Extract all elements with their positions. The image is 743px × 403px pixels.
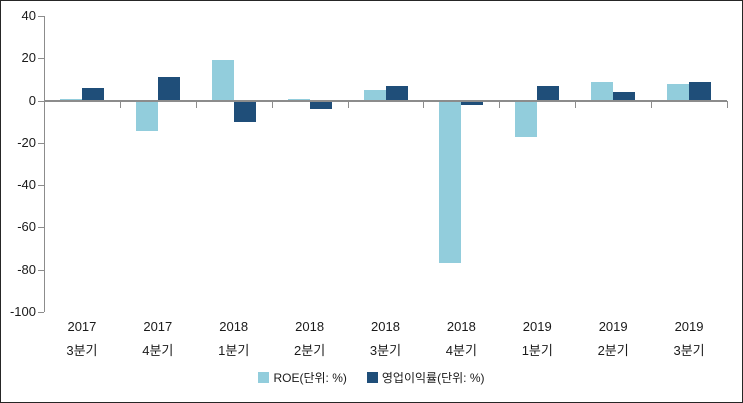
y-axis-tick-label: -60 [17, 219, 36, 235]
y-axis-tick-label: 0 [28, 92, 36, 108]
legend-item-operating-margin: 영업이익률(단위: %) [366, 369, 485, 386]
bar-series0-cat4 [363, 89, 386, 101]
x-axis-label-year: 2018 [446, 319, 476, 334]
x-axis-tick [347, 100, 349, 108]
bar-series0-cat2 [211, 59, 234, 101]
bar-series1-cat7 [613, 91, 636, 101]
bar-series1-cat8 [689, 81, 712, 101]
x-axis-zero-line [44, 99, 727, 102]
y-axis-tick-label: -40 [17, 177, 36, 193]
x-axis-label-year: 2018 [295, 319, 325, 334]
bar-series1-cat1 [157, 76, 180, 101]
bar-series1-cat5 [461, 100, 484, 105]
x-axis-label-quarter: 4분기 [445, 343, 477, 358]
x-axis-label-year: 2018 [371, 319, 400, 334]
legend-swatch-roe [258, 372, 270, 383]
x-axis-label-year: 2019 [522, 319, 552, 334]
x-axis-label-year: 2019 [674, 319, 704, 334]
x-axis-label-year: 2018 [219, 319, 249, 334]
y-axis-tick-label: 40 [21, 8, 36, 23]
x-axis-label-quarter: 3분기 [369, 343, 402, 358]
y-axis-tick-label: 20 [21, 50, 36, 66]
x-axis-label-year: 2019 [598, 319, 628, 334]
y-axis-tick [38, 227, 44, 229]
x-axis-label-quarter: 3분기 [66, 343, 98, 358]
x-axis-label-quarter: 1분기 [521, 343, 553, 358]
x-axis-tick [499, 100, 501, 108]
x-axis-tick [575, 100, 577, 108]
bar-series1-cat0 [81, 87, 104, 101]
bar-series0-cat7 [591, 81, 614, 101]
y-axis-tick [38, 16, 44, 17]
x-axis-tick [651, 100, 653, 108]
y-axis-tick [38, 185, 44, 187]
x-axis-label-quarter: 3분기 [673, 343, 705, 358]
y-axis-tick [38, 100, 44, 102]
bar-series1-cat6 [537, 85, 560, 101]
legend-label-operating-margin: 영업이익률(단위: %) [381, 371, 485, 385]
x-axis-label-year: 2017 [143, 319, 173, 334]
legend-item-roe: ROE(단위: %) [258, 369, 347, 386]
bar-series0-cat6 [515, 100, 538, 137]
y-axis-tick [38, 142, 44, 144]
bar-series1-cat4 [385, 86, 408, 101]
x-axis-label-year: 2017 [67, 319, 97, 334]
y-axis-tick-label: -20 [17, 134, 36, 150]
legend-swatch-operating-margin [366, 372, 378, 383]
bar-series0-cat1 [135, 100, 158, 131]
x-axis-label-quarter: 2분기 [597, 343, 629, 358]
y-axis-line [44, 16, 45, 312]
y-axis-tick [38, 312, 44, 313]
y-axis-tick [38, 58, 44, 60]
bar-series0-cat8 [667, 84, 690, 101]
bar-series0-cat5 [439, 100, 462, 264]
x-axis-tick [195, 100, 197, 108]
bar-series1-cat2 [233, 100, 256, 122]
y-axis-tick [38, 269, 44, 271]
y-axis-tick-label: -80 [17, 261, 36, 277]
x-axis-label-quarter: 1분기 [218, 343, 250, 358]
x-axis-tick [271, 100, 273, 108]
legend-label-roe: ROE(단위: %) [273, 371, 347, 385]
bar-series1-cat3 [309, 100, 332, 109]
x-axis-tick [727, 100, 728, 108]
x-axis-tick [423, 100, 425, 108]
y-axis-tick-label: -100 [9, 304, 36, 319]
x-axis-label-quarter: 2분기 [294, 343, 326, 358]
chart-legend: ROE(단위: %) 영업이익률(단위: %) [1, 369, 742, 386]
x-axis-tick [119, 100, 121, 108]
x-axis-label-quarter: 4분기 [142, 343, 174, 358]
